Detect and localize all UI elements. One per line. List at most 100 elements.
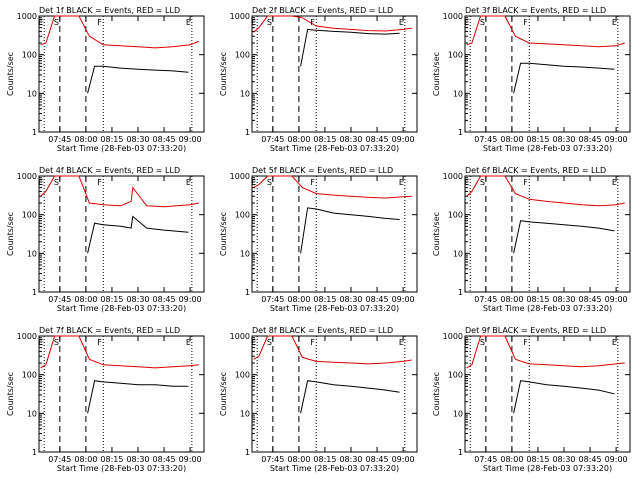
y-tick-label: 1: [32, 288, 37, 297]
y-axis-label: Counts/sec: [432, 212, 441, 256]
interval-marker-label: E: [186, 18, 191, 27]
x-tick-label: 08:00: [74, 135, 97, 144]
x-tick-label: 09:00: [605, 295, 628, 304]
x-tick-label: 09:00: [392, 135, 415, 144]
x-tick-label: 07:45: [48, 455, 71, 464]
lld-series-line: [466, 335, 625, 369]
interval-marker-label: S: [54, 178, 59, 187]
x-tick-label: 07:45: [261, 135, 284, 144]
x-tick-label: 07:45: [261, 295, 284, 304]
chart-panel: Det 1f BLACK = Events, RED = LLD 1 10 100 10…: [6, 6, 205, 153]
x-axis-label: Start Time (28-Feb-03 07:33:20): [270, 464, 399, 473]
interval-marker-label: F: [97, 338, 102, 347]
x-tick-label: 08:00: [74, 455, 97, 464]
x-tick-label: 09:00: [605, 455, 628, 464]
interval-marker-label: S: [267, 18, 272, 27]
x-tick-label: 08:15: [526, 295, 549, 304]
lld-series-line: [40, 175, 199, 208]
interval-marker-label: F: [523, 178, 528, 187]
y-axis-label: Counts/sec: [432, 372, 441, 416]
plot-frame: [38, 175, 205, 293]
y-axis-label: Counts/sec: [432, 52, 441, 96]
interval-marker-label: F: [97, 18, 102, 27]
x-tick-label: 08:00: [500, 455, 523, 464]
x-tick-label: 08:00: [287, 135, 310, 144]
y-tick-label: 1: [458, 128, 463, 137]
interval-marker-label: E: [464, 178, 469, 187]
x-tick-label: 08:45: [366, 135, 389, 144]
lld-series-line: [253, 335, 412, 365]
y-tick-label: 1: [458, 448, 463, 457]
x-axis-label: Start Time (28-Feb-03 07:33:20): [483, 464, 612, 473]
interval-marker-label: E: [399, 18, 404, 27]
x-axis-label: Start Time (28-Feb-03 07:33:20): [270, 304, 399, 313]
interval-marker-label: S: [54, 18, 59, 27]
interval-marker-label: F: [523, 18, 528, 27]
y-tick-label: 100: [22, 211, 37, 220]
interval-marker-label: S: [267, 338, 272, 347]
panel-title: Det 2f BLACK = Events, RED = LLD: [252, 6, 393, 15]
y-axis-label: Counts/sec: [6, 212, 15, 256]
panel-title: Det 9f BLACK = Events, RED = LLD: [465, 326, 606, 335]
lld-series-line: [253, 175, 412, 199]
x-tick-label: 08:15: [100, 295, 123, 304]
events-series-line: [87, 215, 189, 254]
y-axis-label: Counts/sec: [6, 372, 15, 416]
y-tick-label: 100: [448, 211, 463, 220]
interval-marker-label: E: [251, 338, 256, 347]
y-tick-label: 10: [453, 249, 463, 258]
y-axis-label: Counts/sec: [6, 52, 15, 96]
x-tick-label: 08:30: [126, 455, 149, 464]
events-series-line: [300, 380, 400, 414]
interval-marker-label: E: [186, 178, 191, 187]
interval-marker-label: E: [251, 18, 256, 27]
interval-marker-label: E: [251, 178, 256, 187]
y-tick-label: 1: [458, 288, 463, 297]
x-tick-label: 08:15: [100, 135, 123, 144]
events-series-line: [300, 207, 400, 254]
interval-marker-label: F: [523, 338, 528, 347]
x-tick-label: 08:45: [366, 295, 389, 304]
interval-marker-label: S: [54, 338, 59, 347]
y-tick-label: 10: [240, 409, 250, 418]
interval-marker-label: F: [310, 18, 315, 27]
plot-frame: [464, 175, 631, 293]
y-tick-label: 1000: [17, 12, 37, 21]
chart-panel: Det 7f BLACK = Events, RED = LLD 1 10 100 10…: [6, 326, 205, 473]
events-series-line: [300, 28, 400, 67]
x-tick-label: 08:30: [339, 135, 362, 144]
y-tick-label: 1000: [443, 12, 463, 21]
x-tick-label: 08:45: [366, 455, 389, 464]
x-tick-label: 08:30: [339, 295, 362, 304]
panel-title: Det 1f BLACK = Events, RED = LLD: [39, 6, 180, 15]
interval-marker-label: S: [480, 338, 485, 347]
y-tick-label: 100: [235, 371, 250, 380]
interval-marker-label: E: [399, 178, 404, 187]
x-tick-label: 08:00: [74, 295, 97, 304]
interval-marker-label: S: [267, 178, 272, 187]
interval-marker-label: E: [464, 338, 469, 347]
panel-title: Det 3f BLACK = Events, RED = LLD: [465, 6, 606, 15]
x-tick-label: 07:45: [474, 455, 497, 464]
interval-marker-label: E: [612, 18, 617, 27]
y-tick-label: 100: [22, 51, 37, 60]
chart-panel: Det 6f BLACK = Events, RED = LLD 1 10 100 10…: [432, 166, 631, 313]
panel-title: Det 5f BLACK = Events, RED = LLD: [252, 166, 393, 175]
chart-panel: Det 8f BLACK = Events, RED = LLD 1 10 100 10…: [219, 326, 418, 473]
x-tick-label: 08:00: [500, 135, 523, 144]
lld-series-line: [40, 335, 199, 369]
y-tick-label: 100: [448, 51, 463, 60]
x-tick-label: 08:15: [313, 135, 336, 144]
chart-panel: Det 4f BLACK = Events, RED = LLD 1 10 100 10…: [6, 166, 205, 313]
y-tick-label: 100: [235, 51, 250, 60]
interval-marker-label: F: [310, 338, 315, 347]
x-tick-label: 09:00: [392, 295, 415, 304]
interval-marker-label: E: [38, 18, 43, 27]
interval-marker-label: E: [38, 338, 43, 347]
x-tick-label: 07:45: [474, 135, 497, 144]
interval-marker-label: E: [612, 338, 617, 347]
x-tick-label: 08:15: [526, 455, 549, 464]
lld-series-line: [466, 175, 625, 207]
x-axis-label: Start Time (28-Feb-03 07:33:20): [483, 304, 612, 313]
